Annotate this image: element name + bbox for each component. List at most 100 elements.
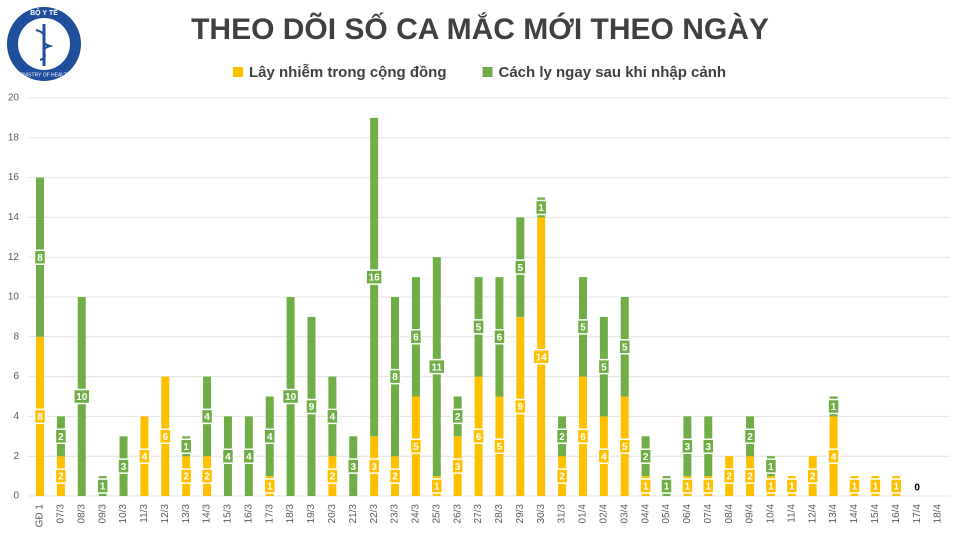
value-label-box <box>117 458 130 474</box>
value-label: 5 <box>622 442 628 453</box>
x-tick-label: 17/4 <box>912 504 923 524</box>
y-tick-label: 18 <box>8 132 20 143</box>
x-tick-label: 21/3 <box>348 504 359 524</box>
value-label: 5 <box>580 322 586 333</box>
value-label: 2 <box>747 472 753 483</box>
x-tick-label: 25/3 <box>431 504 442 524</box>
value-label: 5 <box>622 342 628 353</box>
value-label-box <box>200 468 214 484</box>
value-label: 0 <box>914 483 920 494</box>
value-label-box <box>534 199 548 216</box>
value-label: 1 <box>705 482 711 493</box>
value-label: 6 <box>580 432 586 443</box>
legend-label: Lây nhiễm trong cộng đồng <box>249 64 447 81</box>
value-label-box <box>388 368 402 385</box>
value-label: 1 <box>789 482 795 493</box>
x-tick-label: 16/4 <box>891 504 902 524</box>
x-tick-label: 28/3 <box>494 504 505 524</box>
value-label-box <box>764 478 778 494</box>
x-tick-label: GĐ 1 <box>35 504 46 528</box>
x-tick-label: 10/3 <box>118 504 129 524</box>
value-label: 1 <box>873 482 879 493</box>
value-label: 1 <box>768 462 774 473</box>
value-label: 5 <box>601 362 607 373</box>
x-tick-label: 27/3 <box>473 504 484 524</box>
value-label-box <box>493 438 506 454</box>
value-label-box <box>702 478 715 494</box>
x-tick-label: 10/4 <box>766 504 777 524</box>
value-label: 1 <box>434 482 440 493</box>
value-label: 4 <box>142 452 148 463</box>
y-tick-label: 4 <box>13 411 19 422</box>
value-label: 10 <box>285 392 297 403</box>
logo-top: BỘ Y TẾ <box>30 7 58 17</box>
x-tick-label: 02/4 <box>599 504 610 524</box>
value-label-box <box>263 428 276 445</box>
x-tick-label: 06/4 <box>682 504 693 524</box>
value-label-box <box>347 458 360 474</box>
value-label-box <box>263 478 276 494</box>
x-tick-label: 04/4 <box>640 504 651 524</box>
value-label-box <box>702 438 715 454</box>
value-label-box <box>785 478 799 494</box>
value-label: 3 <box>705 442 711 453</box>
value-label-box <box>96 478 109 494</box>
value-label-box <box>365 269 383 285</box>
x-tick-label: 20/3 <box>327 504 338 524</box>
y-tick-label: 14 <box>8 212 20 223</box>
value-label-box <box>576 428 590 445</box>
value-label: 1 <box>267 482 273 493</box>
value-label: 3 <box>121 462 127 473</box>
x-tick-label: 07/4 <box>703 504 714 524</box>
value-label-box <box>242 448 256 464</box>
value-label-box <box>472 428 485 445</box>
value-label: 1 <box>643 482 649 493</box>
value-label: 8 <box>37 253 43 264</box>
value-label-box <box>326 468 339 484</box>
value-label-box <box>326 408 339 425</box>
value-label: 10 <box>76 392 88 403</box>
legend-swatch <box>482 67 493 77</box>
value-label: 2 <box>204 472 210 483</box>
value-label: 2 <box>747 432 753 443</box>
value-label-box <box>681 478 694 494</box>
y-tick-label: 20 <box>8 93 20 104</box>
x-tick-label: 15/4 <box>870 504 881 524</box>
value-label-box <box>722 468 736 484</box>
x-tick-label: 14/3 <box>202 504 213 524</box>
value-label: 6 <box>413 332 419 343</box>
x-tick-label: 23/3 <box>390 504 401 524</box>
value-label: 5 <box>497 442 503 453</box>
value-label-box <box>428 358 446 375</box>
value-label: 1 <box>664 482 670 493</box>
x-tick-label: 16/3 <box>243 504 254 524</box>
value-label-box <box>281 388 300 405</box>
value-label-box <box>451 408 464 425</box>
value-label: 4 <box>330 412 336 423</box>
x-tick-label: 11/3 <box>139 504 150 523</box>
value-label-box <box>200 408 214 425</box>
value-label-box <box>618 339 631 355</box>
value-label-box <box>743 468 757 484</box>
value-label: 9 <box>518 402 524 413</box>
x-tick-label: 07/3 <box>56 504 67 524</box>
value-label: 4 <box>831 452 837 463</box>
value-label-box <box>639 448 652 464</box>
value-label-box <box>660 478 673 494</box>
value-label-box <box>889 478 903 494</box>
value-label-box <box>618 438 631 454</box>
value-label: 2 <box>559 432 565 443</box>
logo: BỘ Y TẾ MINISTRY OF HEALTH <box>7 7 81 81</box>
y-tick-label: 2 <box>13 451 19 462</box>
value-label-box <box>33 408 47 425</box>
value-label: 4 <box>267 432 273 443</box>
value-label-box <box>532 348 550 365</box>
x-tick-label: 17/3 <box>264 504 275 524</box>
value-label: 1 <box>893 482 899 493</box>
value-label: 1 <box>538 203 544 214</box>
value-label-box <box>221 448 235 464</box>
legend-swatch <box>233 67 243 77</box>
value-label: 3 <box>455 462 461 473</box>
value-label: 14 <box>536 352 548 363</box>
